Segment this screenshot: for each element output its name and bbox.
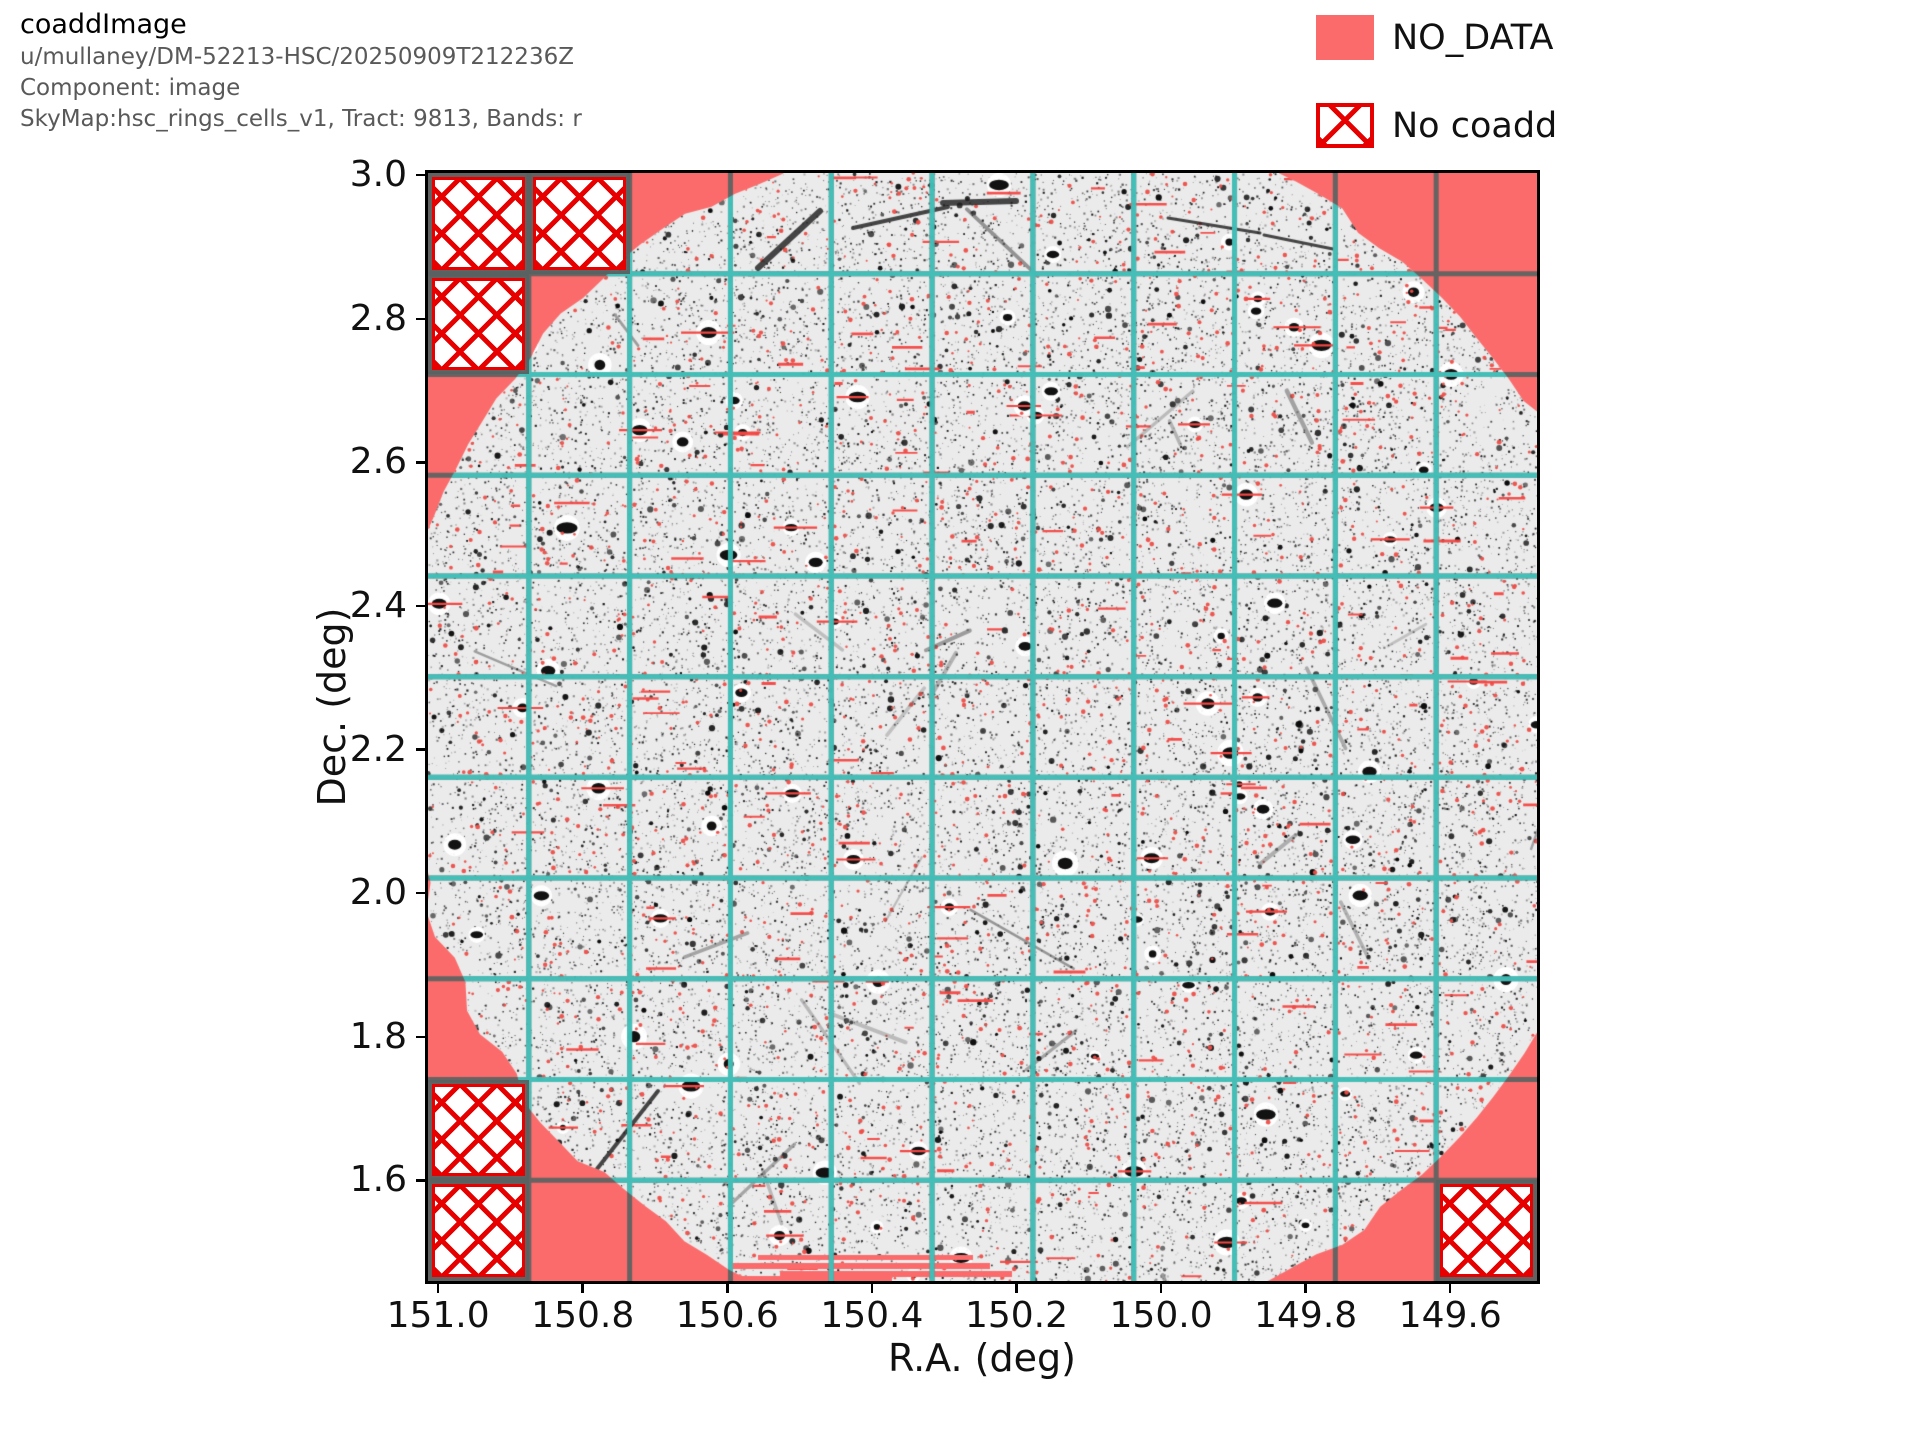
legend-item-no-data: NO_DATA xyxy=(1316,15,1553,60)
x-tick-label: 149.8 xyxy=(1254,1295,1358,1336)
x-tick-label: 150.2 xyxy=(964,1295,1068,1336)
no-data-swatch xyxy=(1316,15,1374,60)
no-coadd-swatch xyxy=(1316,103,1374,148)
y-tick-label: 1.6 xyxy=(349,1159,407,1201)
no-coadd-patch-hatch xyxy=(432,177,525,270)
no-coadd-patch xyxy=(428,173,529,274)
x-tick-mark xyxy=(1159,1284,1163,1293)
x-tick-label: 151.0 xyxy=(386,1295,490,1336)
no-coadd-patch-hatch xyxy=(432,1184,525,1277)
legend-label-no-data: NO_DATA xyxy=(1392,17,1554,58)
x-tick-label: 149.6 xyxy=(1398,1295,1502,1336)
sky-image-canvas xyxy=(428,173,1537,1281)
y-tick-mark xyxy=(416,461,425,464)
y-tick-label: 1.8 xyxy=(349,1015,407,1057)
y-tick-mark xyxy=(416,891,425,895)
subtitle-skymap: SkyMap:hsc_rings_cells_v1, Tract: 9813, … xyxy=(20,106,582,132)
legend-item-no-coadd: No coadd xyxy=(1316,103,1557,148)
x-tick-mark xyxy=(436,1284,440,1293)
subtitle-component: Component: image xyxy=(20,75,241,101)
figure-header: coaddImage u/mullaney/DM-52213-HSC/20250… xyxy=(20,8,582,135)
y-tick-label: 2.6 xyxy=(349,441,407,483)
y-tick-mark xyxy=(416,748,425,751)
no-coadd-patch xyxy=(428,1079,529,1181)
x-axis-label: R.A. (deg) xyxy=(888,1336,1076,1380)
x-tick-mark xyxy=(1448,1284,1452,1293)
x-tick-mark xyxy=(581,1284,584,1293)
y-tick-label: 2.4 xyxy=(349,585,407,626)
no-coadd-patch xyxy=(528,173,630,274)
y-axis-label: Dec. (deg) xyxy=(310,607,354,807)
y-tick-mark xyxy=(416,173,425,177)
y-tick-mark xyxy=(416,1035,425,1039)
x-tick-label: 150.0 xyxy=(1109,1295,1213,1336)
x-tick-mark xyxy=(726,1284,729,1293)
no-coadd-patch-hatch xyxy=(1440,1184,1533,1277)
no-coadd-patch xyxy=(1436,1180,1537,1281)
no-coadd-patch-hatch xyxy=(432,277,525,371)
y-tick-mark xyxy=(416,604,425,608)
x-tick-label: 150.4 xyxy=(820,1295,924,1336)
y-tick-mark xyxy=(416,317,425,321)
subtitle-collection: u/mullaney/DM-52213-HSC/20250909T212236Z xyxy=(20,44,574,70)
y-tick-label: 2.2 xyxy=(349,728,407,770)
legend-label-no-coadd: No coadd xyxy=(1392,105,1558,146)
x-tick-label: 150.6 xyxy=(675,1295,779,1336)
y-tick-label: 2.8 xyxy=(349,297,407,339)
no-coadd-patch xyxy=(428,273,529,375)
x-tick-label: 150.8 xyxy=(531,1295,635,1336)
no-coadd-patch-hatch xyxy=(432,1083,525,1177)
no-coadd-patch xyxy=(428,1180,529,1281)
y-tick-label: 2.0 xyxy=(349,872,407,914)
plot-area xyxy=(425,170,1540,1284)
x-tick-mark xyxy=(1015,1284,1018,1293)
y-tick-mark xyxy=(416,1179,425,1182)
x-tick-mark xyxy=(1304,1284,1307,1293)
no-coadd-patch-hatch xyxy=(532,177,626,270)
figure-title: coaddImage xyxy=(20,9,187,40)
x-tick-mark xyxy=(870,1284,874,1293)
y-tick-label: 3.0 xyxy=(349,154,407,196)
